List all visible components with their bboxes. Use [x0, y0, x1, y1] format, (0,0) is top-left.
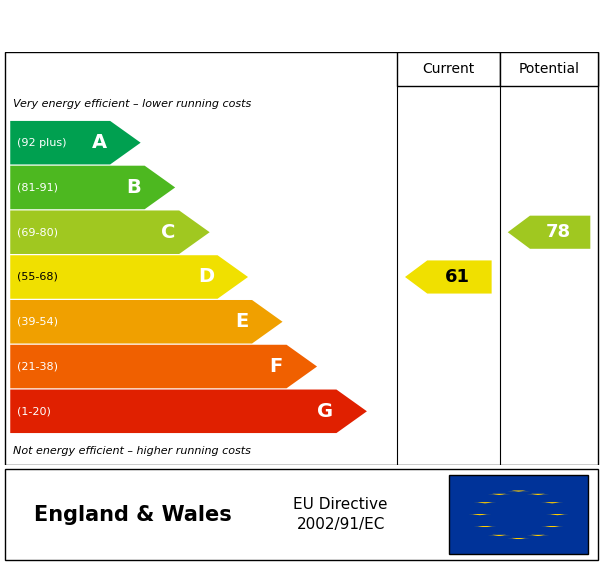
Text: (55-68): (55-68)	[17, 272, 58, 282]
Polygon shape	[10, 255, 248, 299]
Text: (39-54): (39-54)	[17, 317, 58, 327]
Text: (92 plus): (92 plus)	[17, 138, 67, 148]
Polygon shape	[508, 215, 590, 249]
Polygon shape	[488, 535, 511, 536]
Text: (81-91): (81-91)	[17, 183, 58, 192]
Polygon shape	[526, 494, 549, 495]
Text: Not energy efficient – higher running costs: Not energy efficient – higher running co…	[13, 446, 251, 456]
Text: EU Directive
2002/91/EC: EU Directive 2002/91/EC	[294, 497, 388, 532]
Text: G: G	[317, 402, 333, 421]
Polygon shape	[526, 535, 549, 536]
Polygon shape	[10, 345, 317, 388]
Text: Current: Current	[422, 62, 475, 76]
Polygon shape	[10, 121, 140, 165]
Polygon shape	[10, 390, 367, 433]
Bar	[449, 475, 588, 554]
Text: 61: 61	[445, 268, 470, 286]
Text: A: A	[92, 133, 107, 152]
Text: C: C	[161, 223, 175, 242]
Polygon shape	[546, 514, 569, 515]
Text: B: B	[126, 178, 141, 197]
Text: Very energy efficient – lower running costs: Very energy efficient – lower running co…	[13, 99, 251, 109]
Text: D: D	[198, 267, 214, 287]
Text: (21-38): (21-38)	[17, 362, 58, 372]
Polygon shape	[488, 494, 511, 495]
Text: E: E	[235, 312, 248, 331]
Text: (69-80): (69-80)	[17, 227, 58, 237]
Polygon shape	[473, 526, 496, 527]
Text: 78: 78	[546, 223, 570, 241]
Text: F: F	[270, 357, 283, 376]
Polygon shape	[541, 503, 564, 504]
Polygon shape	[10, 166, 175, 209]
Bar	[397, 52, 500, 86]
Polygon shape	[10, 300, 283, 343]
Text: Energy Efficiency Rating: Energy Efficiency Rating	[24, 14, 370, 38]
Bar	[500, 52, 598, 86]
Polygon shape	[10, 210, 210, 254]
Polygon shape	[541, 526, 564, 527]
Polygon shape	[469, 514, 491, 515]
Polygon shape	[507, 491, 530, 492]
Text: Potential: Potential	[519, 62, 579, 76]
Polygon shape	[473, 503, 496, 504]
Text: England & Wales: England & Wales	[34, 505, 232, 525]
Polygon shape	[507, 538, 530, 539]
Text: (1-20): (1-20)	[17, 406, 51, 416]
Polygon shape	[405, 261, 491, 293]
